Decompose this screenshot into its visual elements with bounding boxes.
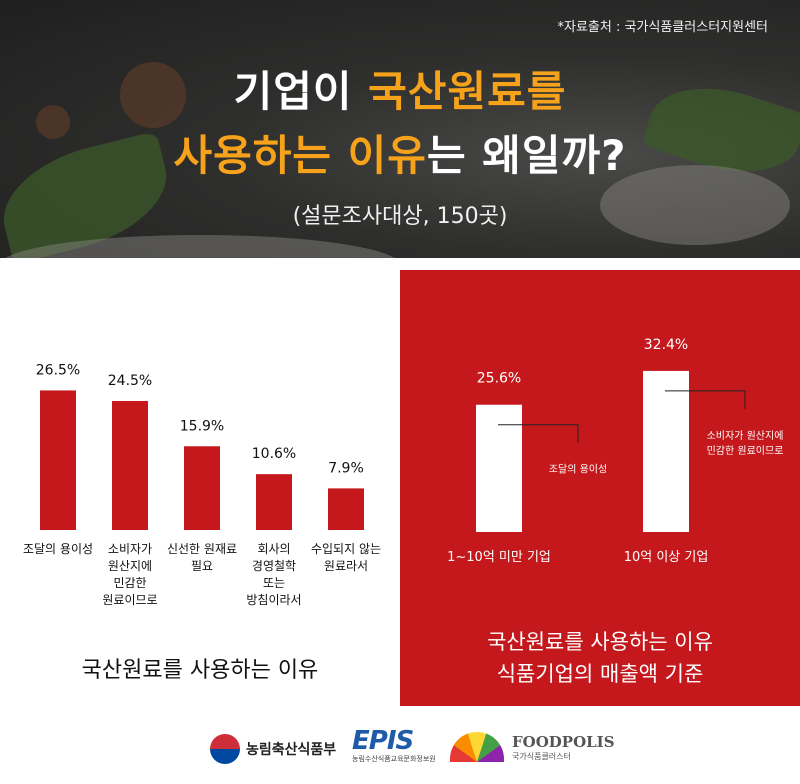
annotation-leader-line <box>665 390 746 409</box>
category-label: 조달의 용이성 <box>23 542 93 556</box>
data-label: 32.4% <box>644 337 688 353</box>
bar <box>40 390 76 530</box>
category-label: 10억 이상 기업 <box>624 550 709 565</box>
annotation-leader-line <box>498 424 579 443</box>
bar <box>112 400 148 530</box>
category-label: 원산지에 <box>108 559 152 573</box>
title-highlight-text: 사용하는 이유 <box>173 131 427 180</box>
revenue-chart-panel <box>400 270 800 706</box>
category-label: 수입되지 않는 <box>311 542 381 556</box>
annotation-label: 소비자가 원산지에 <box>707 430 784 442</box>
epis-logo-text: EPIS <box>352 726 414 756</box>
ministry-logo: 농림축산식품부 <box>210 734 336 764</box>
category-label: 원료이므로 <box>102 593 157 607</box>
data-label: 15.9% <box>180 418 224 434</box>
category-label: 원료라서 <box>324 559 368 573</box>
annotation-label: 민감한 원료이므로 <box>707 445 784 457</box>
source-note: *자료출처 : 국가식품클러스터지원센터 <box>557 20 768 35</box>
foodpolis-logo-text: FOODPOLIS <box>512 732 615 751</box>
data-label: 24.5% <box>108 373 152 389</box>
ministry-logo-text: 농림축산식품부 <box>246 742 337 758</box>
survey-subtitle: (설문조사대상, 150곳) <box>292 204 508 229</box>
bar <box>643 370 689 532</box>
foodpolis-logo: FOODPOLIS 국가식품클러스터 <box>450 732 615 762</box>
bar <box>328 488 364 530</box>
foodpolis-logo-subtext: 국가식품클러스터 <box>512 751 571 761</box>
foodpolis-fan-icon <box>450 732 504 762</box>
page-title-line-1: 기업이 국산원료를 <box>0 58 800 119</box>
data-label: 7.9% <box>328 460 364 476</box>
category-label: 1~10억 미만 기업 <box>447 550 551 565</box>
annotation-label: 조달의 용이성 <box>549 464 607 476</box>
category-label: 방침이라서 <box>246 593 301 607</box>
category-label: 필요 <box>191 559 213 573</box>
right-chart-caption-line-2: 식품기업의 매출액 기준 <box>496 662 704 686</box>
revenue-bar-chart: 25.6% 1~10억 미만 기업 조달의 용이성 32.4% 10억 이상 기업 소비자… <box>447 337 784 565</box>
footer-logos: 농림축산식품부 EPIS 농림수산식품교육문화정보원 FOODPOLIS 국가식… <box>0 722 800 784</box>
category-label: 경영철학 <box>252 559 296 573</box>
title-plain-text: 는 왜일까? <box>426 131 627 180</box>
epis-logo: EPIS 농림수산식품교육문화정보원 <box>352 726 436 764</box>
data-label: 25.6% <box>477 371 521 387</box>
background-berry-image <box>120 62 186 128</box>
category-label: 민감한 <box>113 576 146 590</box>
bar <box>256 474 292 530</box>
page-title-line-2: 사용하는 이유는 왜일까? <box>0 122 800 183</box>
title-highlight-text: 국산원료를 <box>368 67 567 116</box>
category-label: 또는 <box>263 576 285 590</box>
category-label: 소비자가 <box>108 542 152 556</box>
bar <box>476 404 522 532</box>
background-bowl-image <box>600 165 790 245</box>
background-berry-image <box>36 105 70 139</box>
epis-logo-subtext: 농림수산식품교육문화정보원 <box>352 755 436 763</box>
data-label: 10.6% <box>252 446 296 462</box>
header-banner: *자료출처 : 국가식품클러스터지원센터 기업이 국산원료를 사용하는 이유는 … <box>0 0 800 258</box>
right-chart-caption-line-1: 국산원료를 사용하는 이유 <box>487 630 713 654</box>
bar <box>184 446 220 530</box>
left-chart-caption: 국산원료를 사용하는 이유 <box>81 658 319 683</box>
taegeuk-emblem-icon <box>210 734 240 764</box>
title-plain-text: 기업이 <box>233 67 369 116</box>
category-label: 신선한 원재료 <box>167 542 237 556</box>
background-bowl-image <box>0 235 400 258</box>
category-label: 회사의 <box>257 542 290 556</box>
data-label: 26.5% <box>36 362 80 378</box>
